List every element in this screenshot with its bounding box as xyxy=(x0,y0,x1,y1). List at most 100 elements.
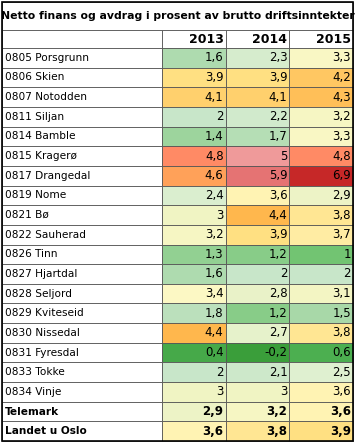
Bar xyxy=(2,166,162,186)
Text: 3,8: 3,8 xyxy=(333,209,351,222)
Bar xyxy=(162,166,225,186)
Text: Telemark: Telemark xyxy=(5,407,59,416)
Bar xyxy=(289,68,353,87)
Text: 2,5: 2,5 xyxy=(332,366,351,379)
Bar xyxy=(289,421,353,441)
Text: 0,6: 0,6 xyxy=(332,346,351,359)
Bar xyxy=(289,225,353,245)
Bar xyxy=(2,264,162,284)
Bar xyxy=(2,205,162,225)
Text: 1,8: 1,8 xyxy=(205,307,224,320)
Bar xyxy=(289,107,353,127)
Bar xyxy=(162,323,225,343)
Bar xyxy=(162,225,225,245)
Bar xyxy=(2,303,162,323)
Text: 2014: 2014 xyxy=(252,32,288,46)
Text: 3,2: 3,2 xyxy=(332,110,351,123)
Bar xyxy=(289,30,353,48)
Bar xyxy=(162,186,225,205)
Text: 3,6: 3,6 xyxy=(203,425,224,438)
Bar xyxy=(225,146,289,166)
Bar xyxy=(162,107,225,127)
Text: 1,3: 1,3 xyxy=(205,248,224,261)
Bar xyxy=(289,245,353,264)
Text: 3,6: 3,6 xyxy=(330,405,351,418)
Bar xyxy=(289,166,353,186)
Text: 0830 Nissedal: 0830 Nissedal xyxy=(5,328,80,338)
Text: 0806 Skien: 0806 Skien xyxy=(5,73,64,82)
Text: -0,2: -0,2 xyxy=(264,346,288,359)
Bar xyxy=(162,264,225,284)
Text: 4,8: 4,8 xyxy=(205,150,224,163)
Text: 6,9: 6,9 xyxy=(332,169,351,182)
Text: 4,1: 4,1 xyxy=(205,91,224,104)
Text: 3,6: 3,6 xyxy=(269,189,288,202)
Text: 0822 Sauherad: 0822 Sauherad xyxy=(5,229,86,240)
Bar xyxy=(289,127,353,146)
Bar xyxy=(225,382,289,402)
Bar xyxy=(162,284,225,303)
Bar xyxy=(289,186,353,205)
Text: 2,7: 2,7 xyxy=(269,326,288,339)
Bar xyxy=(225,68,289,87)
Bar xyxy=(225,166,289,186)
Text: 2: 2 xyxy=(344,268,351,280)
Text: 2013: 2013 xyxy=(189,32,224,46)
Bar xyxy=(289,382,353,402)
Bar xyxy=(289,362,353,382)
Bar xyxy=(2,362,162,382)
Text: 0817 Drangedal: 0817 Drangedal xyxy=(5,171,91,181)
Bar xyxy=(225,30,289,48)
Text: 5,9: 5,9 xyxy=(269,169,288,182)
Text: 0827 Hjartdal: 0827 Hjartdal xyxy=(5,269,77,279)
Text: 3,8: 3,8 xyxy=(333,326,351,339)
Bar xyxy=(225,186,289,205)
Text: 1,4: 1,4 xyxy=(205,130,224,143)
Bar xyxy=(225,303,289,323)
Bar xyxy=(225,48,289,68)
Text: 1,7: 1,7 xyxy=(269,130,288,143)
Bar xyxy=(162,205,225,225)
Bar xyxy=(2,2,353,30)
Bar xyxy=(225,225,289,245)
Bar xyxy=(289,343,353,362)
Bar xyxy=(2,382,162,402)
Text: 2,1: 2,1 xyxy=(269,366,288,379)
Text: 2,2: 2,2 xyxy=(269,110,288,123)
Bar xyxy=(225,264,289,284)
Bar xyxy=(162,362,225,382)
Text: 0819 Nome: 0819 Nome xyxy=(5,190,66,200)
Bar xyxy=(2,87,162,107)
Bar xyxy=(2,343,162,362)
Text: 3,7: 3,7 xyxy=(332,228,351,241)
Bar xyxy=(225,421,289,441)
Text: 3,8: 3,8 xyxy=(267,425,288,438)
Bar xyxy=(162,303,225,323)
Bar xyxy=(225,107,289,127)
Text: 3: 3 xyxy=(280,385,288,398)
Text: 3,2: 3,2 xyxy=(267,405,288,418)
Text: 0814 Bamble: 0814 Bamble xyxy=(5,132,76,141)
Bar xyxy=(225,284,289,303)
Bar xyxy=(225,245,289,264)
Bar xyxy=(162,87,225,107)
Text: 2,9: 2,9 xyxy=(332,189,351,202)
Text: 3,9: 3,9 xyxy=(330,425,351,438)
Text: 4,2: 4,2 xyxy=(332,71,351,84)
Bar xyxy=(225,323,289,343)
Text: 2: 2 xyxy=(216,110,224,123)
Text: 0831 Fyresdal: 0831 Fyresdal xyxy=(5,348,79,358)
Text: 1,5: 1,5 xyxy=(332,307,351,320)
Bar xyxy=(162,30,225,48)
Bar xyxy=(225,402,289,421)
Bar xyxy=(162,343,225,362)
Text: 4,4: 4,4 xyxy=(205,326,224,339)
Text: 2,4: 2,4 xyxy=(205,189,224,202)
Text: 3,9: 3,9 xyxy=(269,71,288,84)
Bar xyxy=(162,146,225,166)
Text: 3,3: 3,3 xyxy=(333,130,351,143)
Bar xyxy=(162,127,225,146)
Text: 0826 Tinn: 0826 Tinn xyxy=(5,249,58,259)
Bar xyxy=(2,186,162,205)
Text: 3: 3 xyxy=(216,385,224,398)
